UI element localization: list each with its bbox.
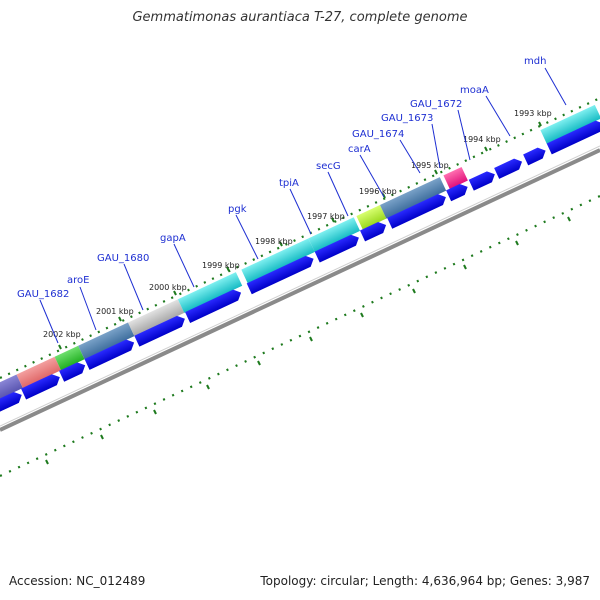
feature-block [0,374,23,402]
feature-block [177,272,243,313]
kbp-label: 2000 kbp [149,283,187,292]
cds-arrow [0,391,22,415]
cds-arrow [446,184,468,202]
major-tick [173,290,177,296]
gene-label: GAU_1673 [381,113,433,124]
kbp-label: 1996 kbp [359,187,397,196]
kbp-label: 1995 kbp [411,161,449,170]
feature-block [443,166,468,189]
kbp-scale-labels: 2002 kbp 2001 kbp 2000 kbp 1999 kbp 1998… [43,109,552,339]
feature-block [308,217,361,252]
kbp-label: 1997 kbp [307,212,345,221]
major-tick [331,217,335,223]
gene-label: gapA [160,233,186,244]
outer-scale-ticks [0,97,600,379]
cds-arrow [84,339,135,370]
kbp-label: 2001 kbp [96,307,134,316]
gene-label: GAU_1674 [352,129,404,140]
cds-arrow [468,171,495,191]
cds-arrow [59,362,86,382]
feature-block [356,204,387,230]
major-tick [484,146,488,152]
kbp-label: 1993 kbp [514,109,552,118]
cds-arrow [523,147,546,166]
major-tick [118,316,122,322]
major-tick [538,121,542,127]
cds-arrow [21,374,60,400]
major-tick [434,169,438,175]
gene-label: moaA [460,85,489,96]
gene-label: pgk [228,204,247,215]
cds-arrow [314,234,359,263]
feature-block [54,345,85,371]
genome-summary: Topology: circular; Length: 4,636,964 bp… [260,574,590,588]
major-tick [58,344,62,350]
kbp-label: 1994 kbp [463,135,501,144]
map-title: Gemmatimonas aurantiaca T-27, complete g… [132,10,468,25]
major-tick [226,266,230,272]
gene-label: GAU_1682 [17,289,69,300]
cds-arrow [546,120,600,155]
inner-scale-ticks [0,195,600,477]
gene-label: GAU_1680 [97,253,149,264]
feature-track [0,104,600,402]
feature-block [78,322,135,360]
cds-arrow [359,222,387,242]
cds-track-forward [0,120,600,415]
cds-arrow [185,289,242,323]
feature-block [540,104,600,144]
feature-block [241,238,315,284]
cds-arrow [134,315,185,347]
cds-arrow [387,194,446,229]
gene-label: tpiA [279,178,299,189]
accession-label: Accession: NC_012489 [9,574,146,588]
kbp-label: 1999 kbp [202,261,240,270]
gene-label: aroE [67,275,89,286]
kbp-label: 1998 kbp [255,237,293,246]
cds-arrow [494,158,523,179]
feature-block [379,177,447,219]
backbone [0,145,600,432]
gene-label: GAU_1672 [410,99,462,110]
feature-block [16,356,61,389]
gene-label: carA [348,144,371,155]
feature-block [128,299,185,337]
kbp-label: 2002 kbp [43,330,81,339]
cds-arrow [246,255,314,295]
gene-label: mdh [524,56,546,67]
gene-label: secG [316,161,341,172]
major-tick [279,241,283,247]
gene-labels: GAU_1682 aroE GAU_1680 gapA pgk tpiA sec… [17,56,567,344]
